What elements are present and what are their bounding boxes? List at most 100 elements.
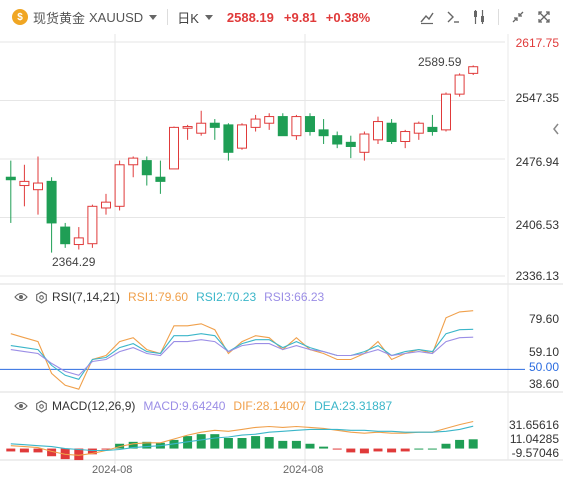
chevron-down-icon[interactable] xyxy=(149,14,158,20)
time-axis-label: 2024-08 xyxy=(283,464,324,476)
macd-bar xyxy=(87,448,97,455)
macd-bar xyxy=(441,443,451,449)
candle-up xyxy=(237,124,247,149)
candle-up xyxy=(101,201,111,209)
macd-bar xyxy=(332,448,342,450)
macd-axis-label: 31.65616 xyxy=(508,418,559,432)
chevron-down-icon[interactable] xyxy=(204,14,213,20)
dea-value: DEA:23.31887 xyxy=(314,399,393,413)
macd-bar xyxy=(33,448,43,453)
collapse-icon[interactable] xyxy=(505,4,531,30)
gear-icon[interactable] xyxy=(34,290,48,304)
candle-down xyxy=(60,226,71,245)
price-change-percent: +0.38% xyxy=(325,9,371,25)
macd-bar xyxy=(373,448,383,452)
draw-line-icon[interactable] xyxy=(414,4,440,30)
macd-legend: MACD(12,26,9) MACD:9.64240 DIF:28.14007 … xyxy=(0,397,392,415)
macd-bar xyxy=(237,438,247,449)
rsi-title: RSI(7,14,21) xyxy=(52,290,121,304)
candle-up xyxy=(264,116,275,124)
candle-down xyxy=(277,116,288,137)
symbol-name[interactable]: 现货黄金 xyxy=(33,10,86,26)
candle-down xyxy=(305,116,315,133)
candle-up xyxy=(291,116,302,137)
eye-icon[interactable] xyxy=(14,399,28,413)
candle-down xyxy=(46,180,57,224)
macd-bar xyxy=(74,448,84,461)
candlestick-series xyxy=(5,65,479,253)
price-axis-label: 2476.94 xyxy=(515,155,559,169)
candle-down xyxy=(209,122,220,128)
macd-bar xyxy=(6,448,16,452)
candle-up xyxy=(169,126,179,170)
gold-coin-icon: $ xyxy=(12,9,28,25)
settings-sliders-icon[interactable] xyxy=(466,4,492,30)
rsi1-value: RSI1:79.60 xyxy=(128,290,189,304)
macd-bar xyxy=(359,448,369,454)
chevron-left-icon[interactable] xyxy=(549,115,563,143)
macd-bar xyxy=(128,441,138,449)
macd-axis-label: -9.57046 xyxy=(511,446,559,460)
macd-bar xyxy=(278,440,288,449)
rsi3-value: RSI3:66.23 xyxy=(264,290,325,304)
rsi3-line xyxy=(10,336,474,376)
candle-up xyxy=(196,122,207,134)
candle-up xyxy=(114,164,125,207)
chart-canvas[interactable] xyxy=(0,34,563,484)
macd-bar xyxy=(414,448,424,450)
macd-bar xyxy=(468,439,478,449)
rsi2-value: RSI2:70.23 xyxy=(196,290,257,304)
gear-icon[interactable] xyxy=(34,399,48,413)
period-selector[interactable]: 日K xyxy=(177,10,199,26)
macd-bar xyxy=(251,436,261,449)
rsi-legend: RSI(7,14,21) RSI1:79.60 RSI2:70.23 RSI3:… xyxy=(0,288,324,306)
candle-down xyxy=(427,126,438,133)
candle-up xyxy=(87,205,98,245)
divider xyxy=(498,9,499,25)
rsi-axis-label: 79.60 xyxy=(528,312,559,326)
macd-bar xyxy=(223,438,233,449)
macd-value: MACD:9.64240 xyxy=(143,399,226,413)
macd-bar xyxy=(291,440,301,449)
candle-up xyxy=(182,126,193,129)
macd-bar xyxy=(47,448,57,457)
symbol-header: $ 现货黄金 XAUUSD 日K 2588.19 +9.81 +0.38% xyxy=(0,0,563,34)
candle-up xyxy=(250,118,261,128)
high-annotation: 2589.59 xyxy=(418,55,462,69)
macd-bar xyxy=(101,448,111,450)
low-annotation: 2364.29 xyxy=(52,255,96,269)
macd-bar xyxy=(346,448,356,453)
symbol-code[interactable]: XAUUSD xyxy=(89,9,144,25)
dea-line xyxy=(10,425,474,452)
candle-up xyxy=(359,133,370,153)
macd-bar xyxy=(427,448,437,450)
candle-up xyxy=(128,157,139,166)
macd-bar xyxy=(455,439,465,449)
time-axis-label: 2024-08 xyxy=(92,464,133,476)
rsi-axis-label: 59.10 xyxy=(528,345,559,359)
rsi-axis-label: 50.00 xyxy=(524,360,563,374)
candle-up xyxy=(33,182,43,191)
candle-up xyxy=(373,121,383,141)
price-axis-label: 2617.75 xyxy=(515,36,559,50)
candle-down xyxy=(332,135,343,145)
rsi-axis-label: 38.60 xyxy=(528,377,559,391)
macd-title: MACD(12,26,9) xyxy=(52,399,136,413)
macd-bar xyxy=(319,446,329,449)
fullscreen-icon[interactable] xyxy=(531,4,557,30)
candle-down xyxy=(5,176,16,181)
candle-up xyxy=(400,131,411,143)
macd-bar xyxy=(264,437,274,449)
macd-bar xyxy=(210,434,220,449)
macd-histogram xyxy=(6,434,478,461)
candle-down xyxy=(318,129,329,137)
macd-bar xyxy=(196,434,206,449)
price-axis-label: 2547.35 xyxy=(515,91,559,105)
eye-icon[interactable] xyxy=(14,290,28,304)
divider xyxy=(167,9,169,25)
candle-down xyxy=(141,160,152,176)
macd-bar xyxy=(19,448,29,453)
candle-up xyxy=(454,74,465,95)
indicator-icon[interactable] xyxy=(440,4,466,30)
candle-up xyxy=(19,180,30,187)
